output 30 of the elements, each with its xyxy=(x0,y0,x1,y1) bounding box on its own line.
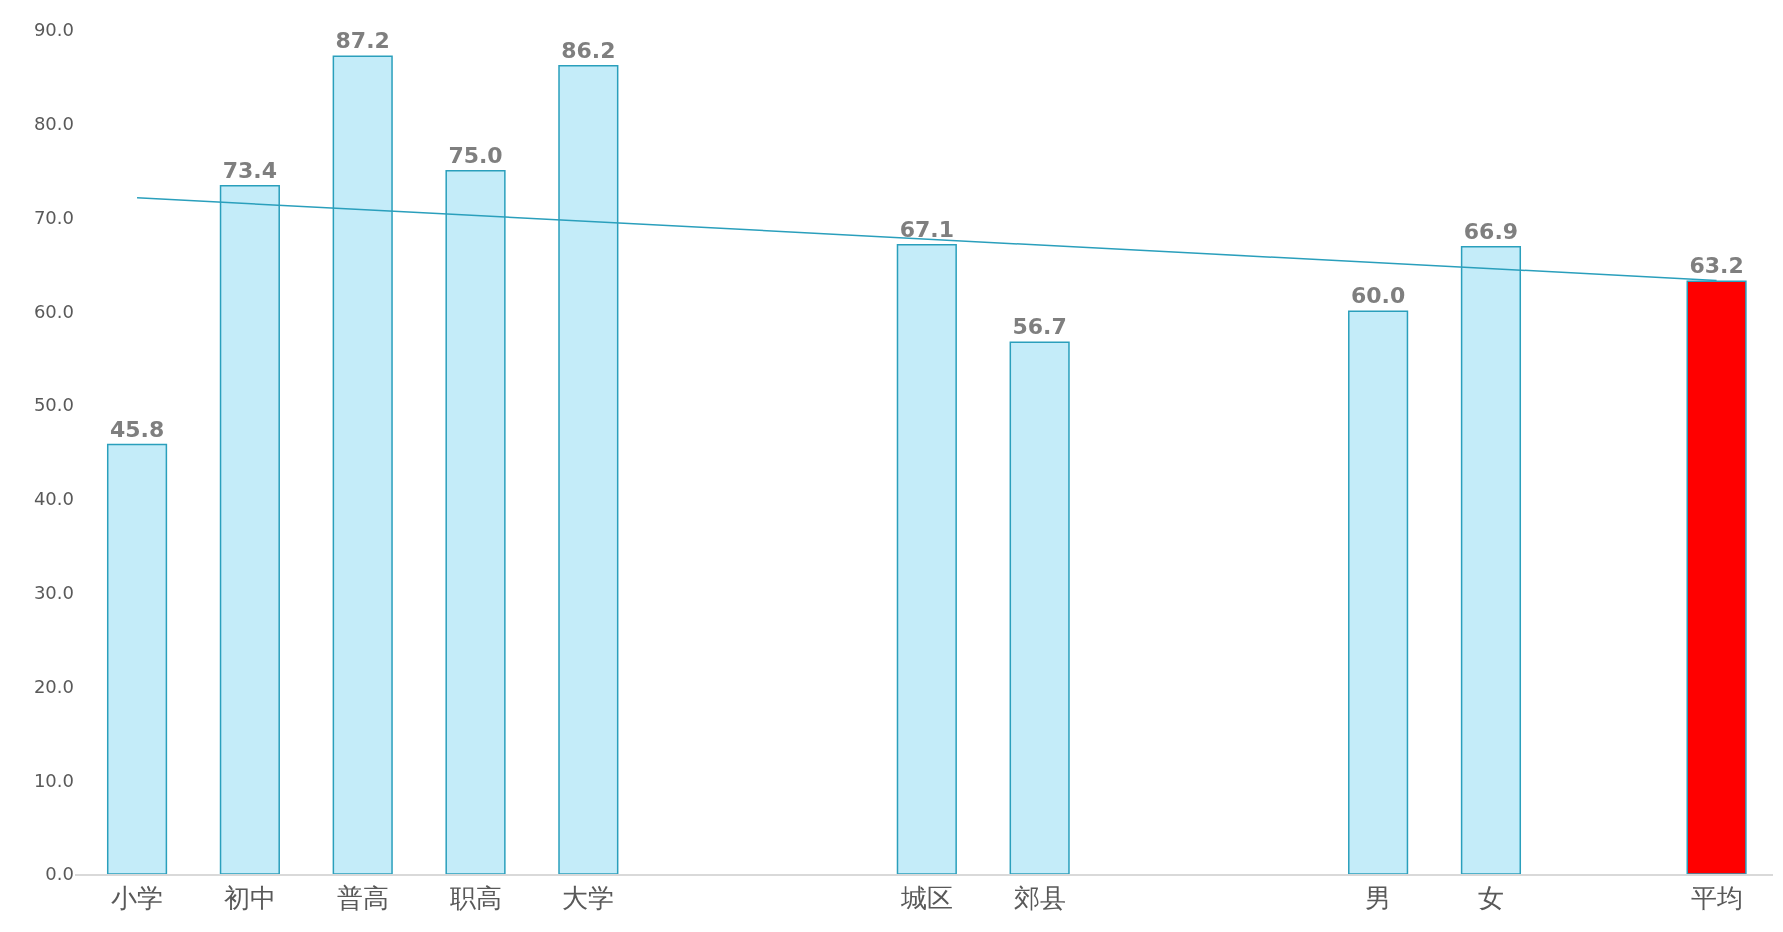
y-tick-label: 90.0 xyxy=(33,19,74,41)
data-label: 63.2 xyxy=(1689,253,1744,279)
x-tick-label: 初中 xyxy=(223,882,276,913)
x-tick-label: 大学 xyxy=(562,882,615,913)
data-label: 60.0 xyxy=(1350,283,1406,309)
data-label: 73.4 xyxy=(222,157,278,183)
y-tick-label: 80.0 xyxy=(33,113,74,135)
y-tick-label: 40.0 xyxy=(33,488,74,510)
x-tick-label: 职高 xyxy=(449,882,502,913)
x-tick-label: 小学 xyxy=(111,882,164,913)
y-tick-label: 0.0 xyxy=(45,863,74,885)
y-tick-label: 70.0 xyxy=(33,206,74,228)
x-tick-label: 城区 xyxy=(899,882,953,913)
x-tick-label: 普高 xyxy=(336,882,389,913)
x-tick-label: 女 xyxy=(1477,882,1504,913)
y-tick-label: 20.0 xyxy=(33,675,74,697)
data-label: 66.9 xyxy=(1463,218,1519,244)
y-tick-label: 50.0 xyxy=(33,394,74,416)
data-label: 87.2 xyxy=(335,28,390,54)
y-tick-label: 10.0 xyxy=(33,769,74,791)
data-label: 75.0 xyxy=(448,142,503,168)
x-tick-label: 郊县 xyxy=(1013,882,1066,913)
data-label: 56.7 xyxy=(1012,314,1067,340)
x-tick-label: 男 xyxy=(1365,882,1392,913)
y-tick-label: 30.0 xyxy=(33,581,74,603)
x-tick-label: 平均 xyxy=(1690,882,1743,913)
y-tick-label: 60.0 xyxy=(33,300,74,322)
data-label: 67.1 xyxy=(899,216,954,242)
data-label: 45.8 xyxy=(109,416,165,442)
data-label: 86.2 xyxy=(561,37,616,63)
